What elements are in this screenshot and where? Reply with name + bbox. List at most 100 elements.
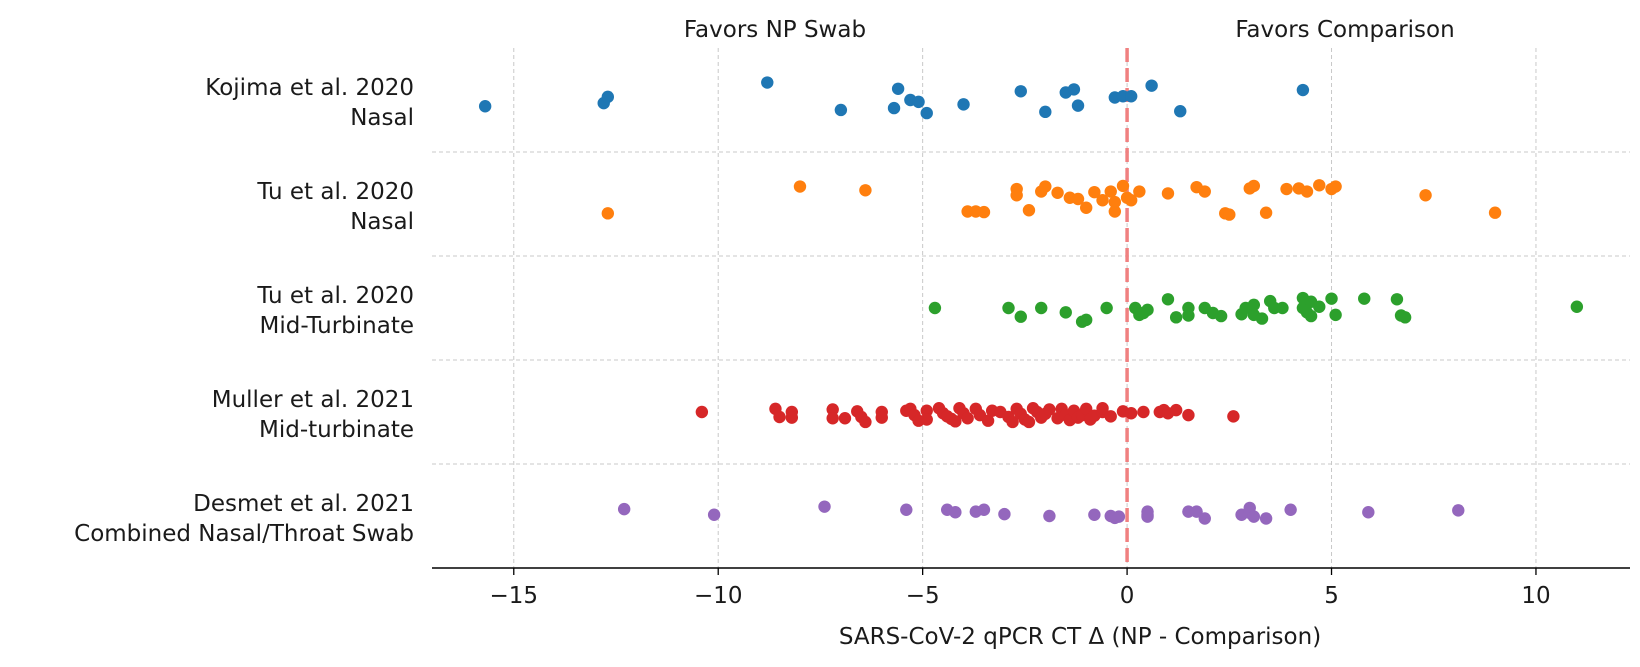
data-point xyxy=(1039,180,1052,193)
data-point xyxy=(977,205,991,219)
row-label-line1: Tu et al. 2020 xyxy=(256,283,414,309)
x-tick-label: −10 xyxy=(694,583,743,609)
row-label-line1: Muller et al. 2021 xyxy=(212,387,414,413)
row-label-line1: Desmet et al. 2021 xyxy=(193,491,414,517)
data-point xyxy=(1255,312,1269,325)
favors-comparison-label: Favors Comparison xyxy=(1235,17,1454,43)
data-point xyxy=(1313,179,1326,192)
data-point xyxy=(1079,313,1093,327)
data-point xyxy=(1169,403,1183,417)
data-point xyxy=(1419,189,1432,202)
data-point xyxy=(1182,309,1195,322)
data-point xyxy=(1079,402,1093,416)
x-tick-label: −15 xyxy=(490,583,539,609)
data-point xyxy=(957,98,970,111)
series-group xyxy=(695,402,1240,429)
data-point xyxy=(891,82,905,95)
data-point xyxy=(1116,179,1130,193)
data-point xyxy=(1124,407,1138,420)
data-point xyxy=(859,184,872,197)
data-point xyxy=(1014,310,1027,323)
data-point xyxy=(1022,415,1036,429)
data-point xyxy=(1071,99,1085,112)
x-axis-label: SARS-CoV-2 qPCR CT Δ (NP - Comparison) xyxy=(839,624,1321,650)
data-point xyxy=(1043,403,1056,416)
data-point xyxy=(1051,186,1064,199)
data-point xyxy=(1198,512,1211,525)
data-point xyxy=(1071,192,1085,206)
data-point xyxy=(1452,504,1465,517)
data-point xyxy=(785,411,799,424)
data-point xyxy=(1124,90,1138,103)
data-point xyxy=(1043,509,1056,523)
data-point xyxy=(1198,185,1211,198)
data-point xyxy=(920,106,933,120)
row-separators xyxy=(432,151,1630,465)
data-point xyxy=(1104,185,1117,198)
data-point xyxy=(1488,206,1502,219)
vertical-gridlines xyxy=(513,48,1537,568)
x-tick-label: 5 xyxy=(1324,583,1339,609)
data-point xyxy=(1358,292,1371,305)
data-point xyxy=(1247,298,1261,312)
row-label-line2: Nasal xyxy=(350,105,414,131)
data-point xyxy=(761,76,774,89)
x-tick-label: −5 xyxy=(906,583,940,609)
data-point xyxy=(1124,194,1138,207)
data-point xyxy=(1182,408,1195,422)
data-point xyxy=(818,500,831,513)
data-point xyxy=(1022,204,1036,217)
data-point xyxy=(1259,206,1273,219)
data-point xyxy=(949,506,962,519)
data-point xyxy=(900,503,913,516)
data-point xyxy=(1096,402,1109,415)
row-label-line2: Combined Nasal/Throat Swab xyxy=(74,521,414,547)
data-point xyxy=(1190,505,1203,518)
data-point xyxy=(1313,300,1326,313)
data-point xyxy=(834,103,848,117)
x-tick-label: 0 xyxy=(1120,583,1135,609)
data-point xyxy=(707,508,721,521)
data-point xyxy=(887,101,901,115)
series-group xyxy=(617,500,1465,525)
data-point xyxy=(601,207,615,220)
data-point xyxy=(1174,105,1187,118)
data-point xyxy=(1325,292,1338,305)
data-point xyxy=(859,415,872,429)
data-points xyxy=(478,76,1584,525)
data-point xyxy=(1096,194,1109,207)
data-point xyxy=(961,412,974,425)
row-label-line2: Mid-Turbinate xyxy=(260,313,414,339)
data-point xyxy=(1088,185,1101,199)
data-point xyxy=(1259,512,1273,525)
data-point xyxy=(1161,187,1175,200)
data-point xyxy=(1112,510,1126,523)
data-point xyxy=(617,502,631,516)
data-point xyxy=(1329,180,1342,193)
data-point xyxy=(977,503,991,516)
data-point xyxy=(1214,309,1228,323)
data-point xyxy=(1108,205,1122,218)
data-point xyxy=(920,404,933,417)
data-point xyxy=(1280,182,1293,196)
data-point xyxy=(875,411,888,424)
data-point xyxy=(1223,208,1236,221)
row-label-line2: Nasal xyxy=(350,209,414,235)
data-point xyxy=(1227,410,1240,423)
data-point xyxy=(1006,415,1019,429)
data-point xyxy=(1390,293,1404,306)
data-point xyxy=(949,415,962,428)
data-point xyxy=(1059,306,1072,319)
data-point xyxy=(1002,301,1015,315)
series-group xyxy=(928,291,1584,328)
x-axis-ticks: −15 −10 −5 0 5 10 xyxy=(490,568,1551,609)
data-point xyxy=(826,412,839,425)
data-point xyxy=(1247,510,1261,523)
data-point xyxy=(1398,311,1412,324)
data-point xyxy=(1067,83,1081,96)
data-point xyxy=(793,180,807,193)
data-point xyxy=(1296,83,1310,97)
row-labels: Kojima et al. 2020 Nasal Tu et al. 2020 Nas… xyxy=(74,75,414,547)
data-point xyxy=(928,301,942,315)
